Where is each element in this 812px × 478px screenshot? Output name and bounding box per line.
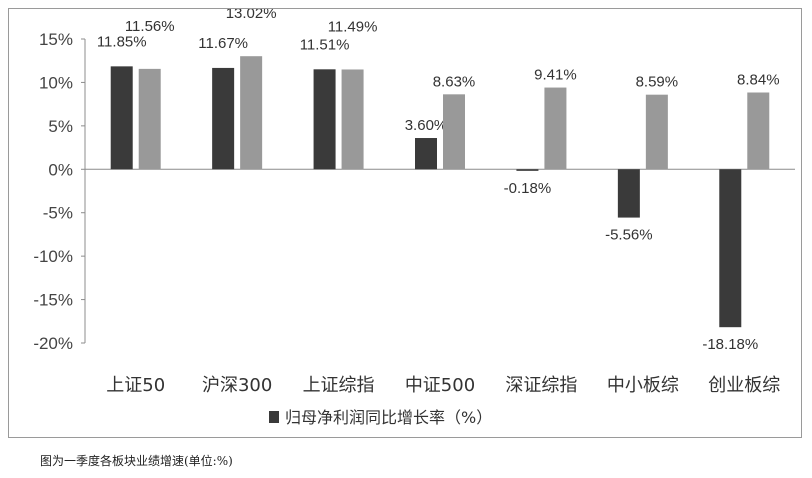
bar-series-2 [341,69,364,170]
bar-series-2 [138,68,161,170]
bar-series-1 [313,69,336,170]
y-tick-label: -10% [33,247,73,266]
x-tick-label: 中小板综 [607,375,679,396]
data-label: 3.60% [405,117,448,134]
bar-chart: 15% 10% 5% 0% -5% -10% -15% -20% 11.85%11.56% 上证5… [33,9,795,427]
figure-caption: 图为一季度各板块业绩增速(单位:%) [40,454,233,468]
y-tick-label: 15% [39,30,73,49]
data-label: -0.18% [504,180,552,197]
x-tick-label: 上证50 [106,375,165,396]
y-tick-label: -15% [33,291,73,310]
chart-frame: 15% 10% 5% 0% -5% -10% -15% -20% 11.85% 11.56% 上证5… [8,8,802,438]
data-label: 9.41% [534,67,577,84]
bar-series-2 [240,56,263,170]
x-tick-label: 深证综指 [505,375,577,396]
bar-series-2 [443,94,465,170]
y-tick-label: 5% [48,117,73,136]
bar-series-2 [645,94,668,170]
bar-series-1 [415,138,437,170]
data-label: 11.67% [198,35,248,52]
data-label: 8.84% [737,72,780,89]
bar-series-1 [719,169,742,328]
y-tick-label: 10% [39,73,73,92]
bar-series-1 [617,169,640,218]
x-tick-label: 创业板综 [708,375,780,396]
data-label: 11.51% [300,36,350,53]
data-label: 11.56% [125,18,175,35]
x-tick-label: 上证综指 [303,375,375,396]
y-tick-label: 0% [48,160,73,179]
x-tick-label: 沪深300 [202,375,272,396]
legend-label: 归母净利润同比增长率（%） [285,408,492,427]
data-label: 13.02% [226,9,277,22]
data-label: 8.59% [636,74,679,91]
bar-series-2 [747,92,770,170]
bar-series-2 [544,87,567,170]
bar-series-1 [110,66,133,170]
data-label: 11.49% [328,18,378,35]
legend-swatch [269,411,279,423]
data-label: 8.63% [433,73,476,90]
data-label: -5.56% [605,227,653,244]
bar-series-1 [516,169,539,171]
data-label: -18.18% [702,336,758,353]
bar-series-1 [212,67,235,170]
x-tick-label: 中证500 [405,375,475,396]
y-tick-label: -5% [43,204,73,223]
y-tick-label: -20% [33,334,73,353]
data-label: 11.85% [97,33,147,50]
